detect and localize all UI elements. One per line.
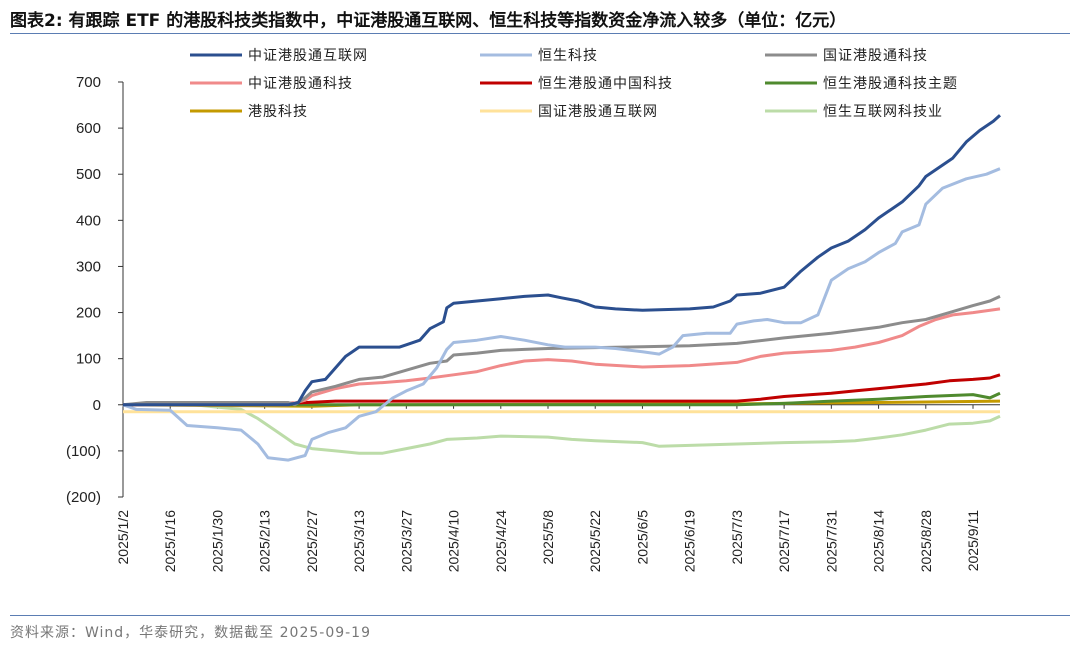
x-tick-label: 2025/9/11 [965,510,981,571]
y-tick-label: 700 [76,74,101,91]
series-line [122,295,1001,407]
x-tick-label: 2025/6/19 [682,510,698,572]
series-lines [122,114,1002,462]
series-line [123,307,1001,407]
y-tick-label: 100 [76,351,101,368]
axes: 700 600 500 400 300 200 100 0 (100) (200) 2025/1/2… [66,74,1000,572]
series-line [122,373,1001,407]
y-tick-label: 600 [76,120,101,137]
y-tick-label: 400 [76,212,101,229]
x-tick-label: 2025/7/17 [776,510,792,572]
y-tick-label: (200) [66,489,101,506]
x-tick-label: 2025/4/24 [493,510,509,572]
x-tick-label: 2025/5/8 [540,510,556,565]
x-tick-label: 2025/1/30 [209,510,225,572]
x-tick-label: 2025/8/28 [918,510,934,572]
top-divider [10,33,1070,34]
x-tick-label: 2025/5/22 [587,510,603,572]
legend-label: 港股科技 [248,104,308,120]
legend-label: 恒生港股通科技主题 [823,76,958,92]
x-tick-label: 2025/3/13 [351,510,367,572]
x-tick-label: 2025/2/13 [257,510,273,572]
bottom-divider [10,615,1070,616]
x-tick-label: 2025/8/14 [871,510,887,572]
legend-label: 国证港股通科技 [823,48,928,64]
x-tick-label: 2025/2/27 [304,510,320,572]
x-tick-label: 2025/6/5 [634,510,650,565]
y-tick-label: 0 [93,397,101,414]
x-tick-label: 2025/1/2 [115,510,131,565]
series-line [122,167,1001,462]
legend-label: 中证港股通科技 [248,76,353,92]
x-tick-label: 2025/4/10 [446,510,462,572]
x-tick-label: 2025/7/3 [729,510,745,565]
legend-label: 恒生互联网科技业 [823,104,943,120]
legend-label: 恒生港股通中国科技 [538,76,673,92]
y-tick-label: 500 [76,166,101,183]
series-line [123,391,1001,407]
legend-label: 国证港股通互联网 [538,104,658,120]
legend-label: 恒生科技 [538,48,598,64]
x-tick-label: 2025/1/16 [162,510,178,572]
y-tick-label: 200 [76,305,101,322]
y-tick-label: 300 [76,258,101,275]
y-tick-label: (100) [66,443,101,460]
x-tick-label: 2025/3/27 [398,510,414,572]
chart-title: 图表2: 有跟踪 ETF 的港股科技类指数中，中证港股通互联网、恒生科技等指数资… [10,11,847,31]
series-line [123,114,1002,407]
source-note: 资料来源：Wind，华泰研究，数据截至 2025-09-19 [10,625,371,641]
x-tick-label: 2025/7/31 [823,510,839,572]
series-line [123,403,1001,455]
legend-label: 中证港股通互联网 [248,48,368,64]
